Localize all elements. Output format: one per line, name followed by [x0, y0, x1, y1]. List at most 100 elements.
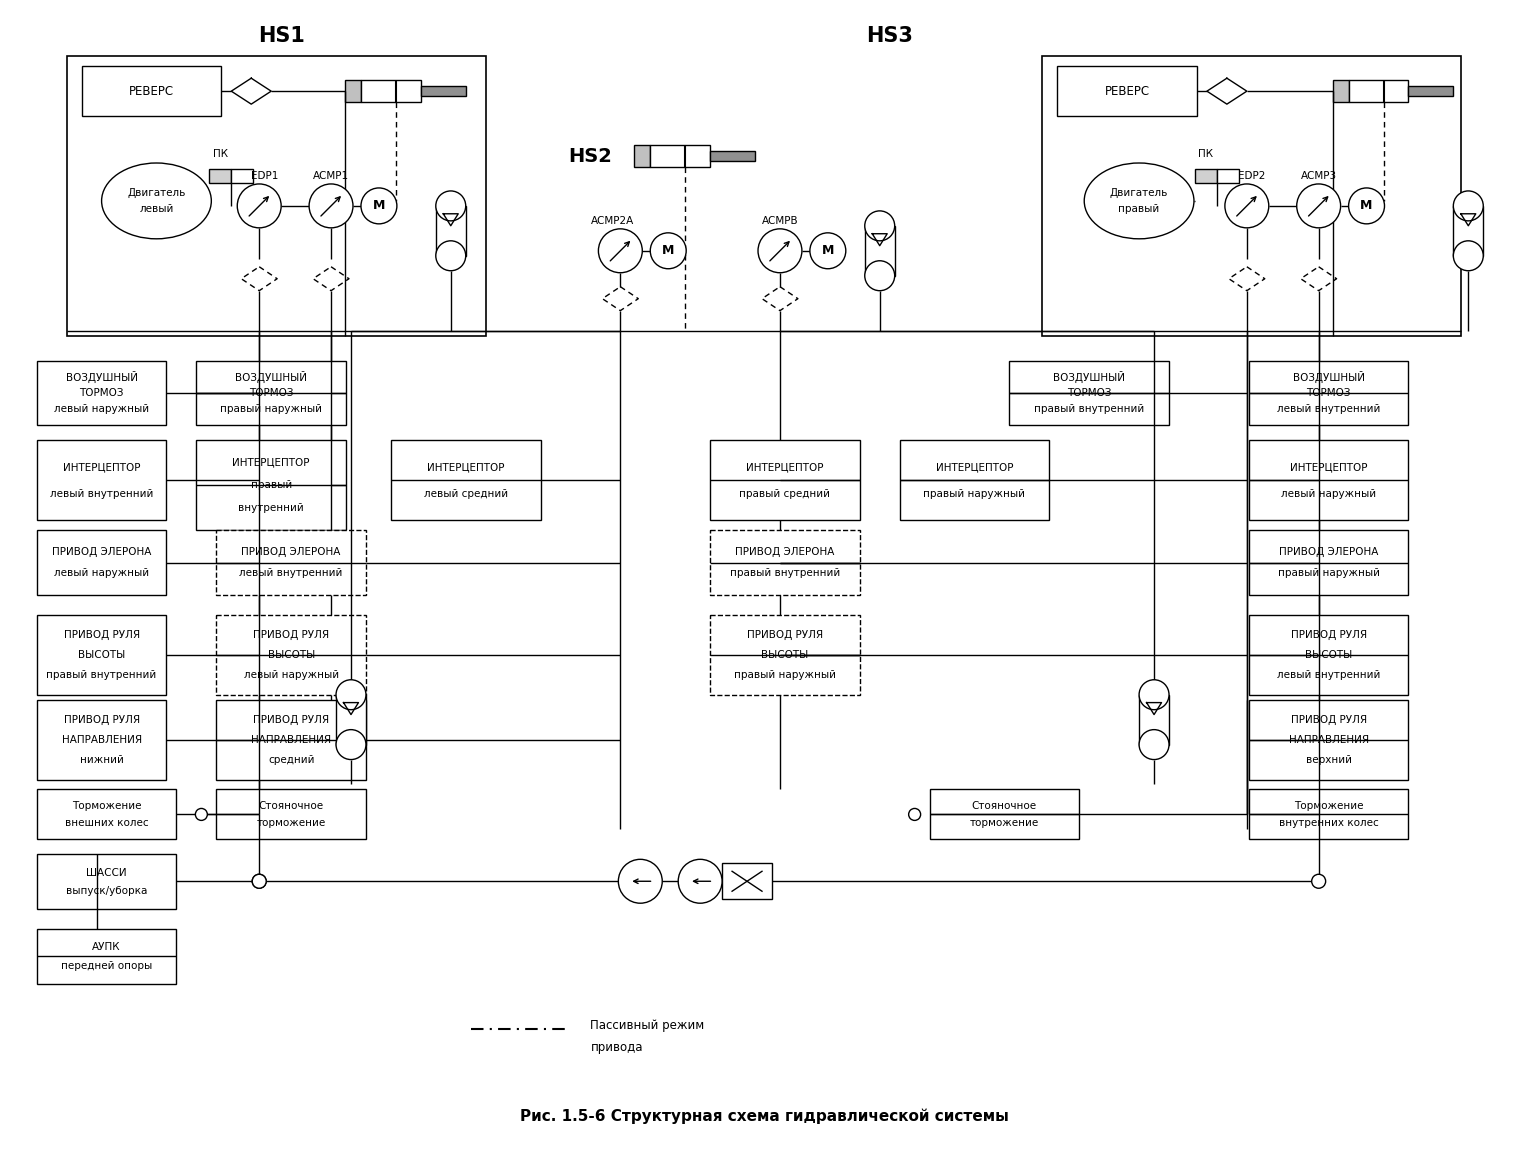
Bar: [1332, 80, 1349, 103]
Text: ВЫСОТЫ: ВЫСОТЫ: [761, 650, 808, 660]
Text: ACMPB: ACMPB: [761, 216, 798, 226]
Circle shape: [619, 860, 662, 904]
Text: нижний: нижний: [79, 755, 124, 765]
Circle shape: [651, 233, 686, 269]
Text: Двигатель: Двигатель: [127, 188, 186, 198]
Bar: [865, 226, 895, 276]
Text: ПРИВОД РУЛЯ: ПРИВОД РУЛЯ: [254, 630, 329, 639]
Text: выпуск/уборка: выпуск/уборка: [66, 886, 147, 896]
Text: ВОЗДУШНЫЙ: ВОЗДУШНЫЙ: [1053, 370, 1125, 383]
Text: левый наружный: левый наружный: [1280, 488, 1377, 499]
Text: ВОЗДУШНЫЙ: ВОЗДУШНЫЙ: [235, 370, 307, 383]
Bar: [711, 530, 860, 595]
Text: ШАССИ: ШАССИ: [86, 868, 127, 878]
Text: правый внутренний: правый внутренний: [46, 669, 157, 680]
Text: внешних колес: внешних колес: [64, 818, 148, 827]
Bar: [929, 789, 1079, 839]
Text: ACMP1: ACMP1: [313, 171, 348, 181]
Text: ПРИВОД РУЛЯ: ПРИВОД РУЛЯ: [747, 630, 824, 639]
Text: ПК: ПК: [1198, 149, 1213, 159]
Text: внутренних колес: внутренних колес: [1279, 818, 1378, 827]
Bar: [1248, 530, 1409, 595]
Text: средний: средний: [267, 755, 315, 765]
Text: левый наружный: левый наружный: [53, 568, 150, 578]
Text: ВЫСОТЫ: ВЫСОТЫ: [1305, 650, 1352, 660]
Text: ПРИВОД ЭЛЕРОНА: ПРИВОД ЭЛЕРОНА: [735, 547, 834, 556]
Text: левый внутренний: левый внутренний: [50, 488, 153, 499]
Text: Торможение: Торможение: [1294, 801, 1363, 811]
Text: верхний: верхний: [1305, 755, 1352, 765]
Text: ПРИВОД ЭЛЕРОНА: ПРИВОД ЭЛЕРОНА: [241, 547, 341, 556]
Ellipse shape: [101, 163, 211, 239]
Text: привода: привода: [590, 1041, 643, 1054]
Circle shape: [678, 860, 723, 904]
Circle shape: [909, 809, 921, 820]
Text: Пассивный режим: Пассивный режим: [590, 1019, 704, 1032]
Text: РЕВЕРС: РЕВЕРС: [1105, 84, 1149, 98]
Ellipse shape: [336, 729, 367, 759]
Bar: [1248, 615, 1409, 695]
Text: ВОЗДУШНЫЙ: ВОЗДУШНЫЙ: [1293, 370, 1365, 383]
Bar: [651, 145, 711, 167]
Bar: [81, 66, 222, 117]
Text: АУПК: АУПК: [92, 943, 121, 952]
Bar: [1248, 360, 1409, 426]
Ellipse shape: [865, 211, 895, 241]
Text: ВЫСОТЫ: ВЫСОТЫ: [267, 650, 315, 660]
Text: правый внутренний: правый внутренний: [730, 568, 840, 578]
Text: РЕВЕРС: РЕВЕРС: [128, 84, 174, 98]
Text: Двигатель: Двигатель: [1109, 188, 1169, 198]
Bar: [1195, 168, 1216, 183]
Bar: [231, 168, 254, 183]
Text: ВЫСОТЫ: ВЫСОТЫ: [78, 650, 125, 660]
Text: левый: левый: [139, 204, 174, 213]
Bar: [634, 145, 651, 167]
Text: торможение: торможение: [257, 818, 325, 827]
Bar: [723, 863, 772, 899]
Bar: [217, 530, 367, 595]
Bar: [197, 360, 345, 426]
Circle shape: [1349, 188, 1384, 224]
Ellipse shape: [865, 261, 895, 291]
Bar: [217, 789, 367, 839]
Text: ТОРМОЗ: ТОРМОЗ: [79, 388, 124, 398]
Bar: [1409, 87, 1453, 96]
Bar: [711, 151, 755, 160]
Bar: [37, 441, 167, 520]
Text: M: M: [822, 245, 834, 257]
Text: ИНТЕРЦЕПТОР: ИНТЕРЦЕПТОР: [746, 462, 824, 472]
Bar: [711, 615, 860, 695]
Text: ИНТЕРЦЕПТОР: ИНТЕРЦЕПТОР: [935, 462, 1013, 472]
Text: правый средний: правый средний: [740, 488, 830, 499]
Bar: [37, 699, 167, 779]
Bar: [1138, 695, 1169, 744]
Bar: [345, 80, 361, 103]
Text: ИНТЕРЦЕПТОР: ИНТЕРЦЕПТОР: [426, 462, 504, 472]
Bar: [37, 854, 176, 909]
Text: ВОЗДУШНЫЙ: ВОЗДУШНЫЙ: [66, 370, 138, 383]
Text: ИНТЕРЦЕПТОР: ИНТЕРЦЕПТОР: [1290, 462, 1368, 472]
Text: правый: правый: [251, 480, 292, 490]
Text: ПРИВОД РУЛЯ: ПРИВОД РУЛЯ: [1291, 630, 1366, 639]
Circle shape: [1297, 183, 1340, 227]
Text: HS3: HS3: [866, 27, 914, 46]
Circle shape: [252, 875, 266, 889]
Text: ПРИВОД ЭЛЕРОНА: ПРИВОД ЭЛЕРОНА: [1279, 547, 1378, 556]
Text: Стояночное: Стояночное: [258, 801, 324, 811]
Text: внутренний: внутренний: [238, 503, 304, 512]
Circle shape: [810, 233, 847, 269]
Bar: [37, 929, 176, 984]
Text: торможение: торможение: [970, 818, 1039, 827]
Bar: [217, 615, 367, 695]
Text: правый: правый: [1118, 204, 1160, 213]
Text: ПРИВОД РУЛЯ: ПРИВОД РУЛЯ: [64, 714, 139, 725]
Bar: [1248, 699, 1409, 779]
Text: EDP1: EDP1: [251, 171, 278, 181]
Text: ИНТЕРЦЕПТОР: ИНТЕРЦЕПТОР: [63, 462, 141, 472]
Circle shape: [361, 188, 397, 224]
Text: Торможение: Торможение: [72, 801, 141, 811]
Ellipse shape: [1138, 729, 1169, 759]
Bar: [37, 615, 167, 695]
Ellipse shape: [1085, 163, 1193, 239]
Text: Рис. 1.5-6 Структурная схема гидравлической системы: Рис. 1.5-6 Структурная схема гидравличес…: [520, 1109, 1008, 1124]
